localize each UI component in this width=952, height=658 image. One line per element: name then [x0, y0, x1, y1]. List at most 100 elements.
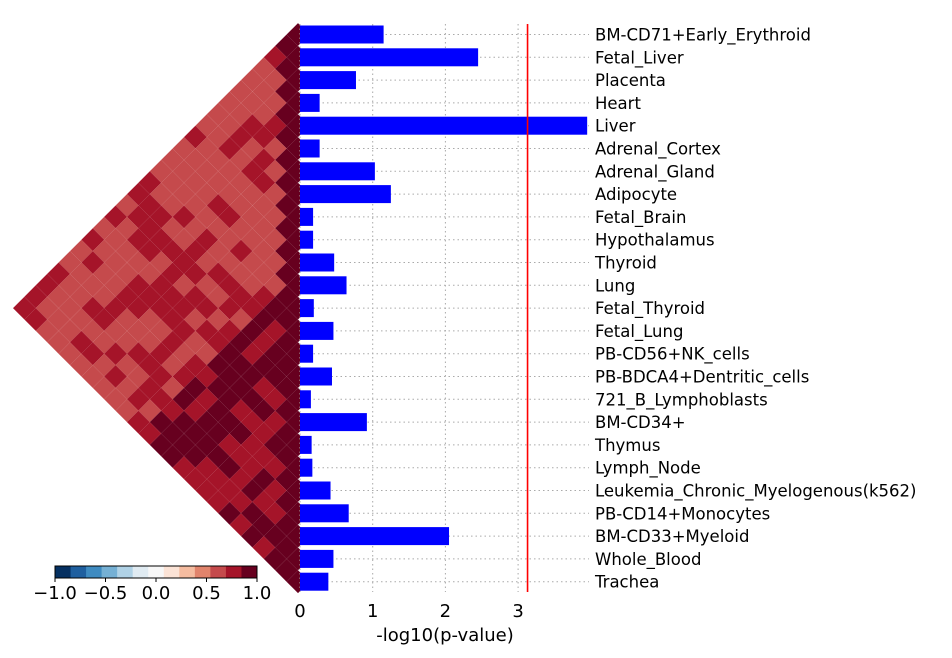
heatmap-cell [263, 410, 287, 434]
heatmap-cell [184, 148, 207, 172]
category-label: Fetal_Liver [595, 48, 684, 68]
heatmap-cell [206, 467, 230, 491]
category-label: Whole_Blood [595, 550, 701, 570]
heatmap-cell [218, 479, 241, 502]
heatmap-cell [184, 308, 207, 331]
bar [300, 93, 320, 112]
heatmap-cell [241, 114, 264, 138]
heatmap-cell [218, 205, 241, 229]
category-label: Leukemia_Chronic_Myelogenous(k562) [595, 482, 917, 502]
heatmap-cell [104, 205, 127, 229]
heatmap-cell [184, 399, 207, 423]
heatmap-cell [252, 490, 276, 514]
bar [300, 413, 367, 432]
heatmap-cell [206, 239, 230, 263]
heatmap-cell [263, 296, 287, 320]
category-label: Thyroid [594, 254, 657, 273]
bar [300, 162, 375, 181]
heatmap-cell [172, 433, 196, 457]
heatmap-cell [92, 285, 116, 309]
heatmap-cell [127, 319, 150, 343]
heatmap-cell [161, 399, 184, 423]
heatmap-cell [275, 490, 298, 514]
bar [300, 139, 320, 158]
category-label: BM-CD71+Early_Erythroid [595, 26, 811, 46]
x-axis: 0 1 2 3 [294, 601, 524, 622]
heatmap-cell [138, 399, 162, 423]
colorbar-tick-label: −1.0 [33, 583, 77, 604]
heatmap-cell [195, 114, 219, 138]
heatmap-cell [127, 228, 150, 252]
heatmap-cell [184, 239, 207, 263]
heatmap-cell [275, 399, 298, 423]
heatmap-cell [81, 342, 105, 366]
heatmap-cell [206, 353, 230, 377]
bar [300, 572, 329, 591]
heatmap-cell [263, 114, 287, 138]
heatmap-cell [241, 228, 264, 252]
heatmap-cell [104, 319, 127, 343]
heatmap-cell [218, 319, 241, 343]
colorbar-tick-label: −0.5 [84, 583, 128, 604]
heatmap-cell [263, 45, 287, 69]
heatmap-cell [138, 262, 162, 286]
heatmap-cell [206, 308, 230, 331]
heatmap-cell [115, 285, 139, 309]
heatmap-cell [195, 296, 219, 320]
heatmap-cell [138, 353, 162, 377]
category-label: PB-BDCA4+Dentritic_cells [595, 368, 809, 388]
heatmap-cell [195, 433, 219, 457]
bar [300, 481, 331, 500]
heatmap-cell [81, 228, 105, 252]
heatmap-cell [218, 433, 241, 457]
heatmap-cell [70, 262, 93, 286]
category-label: 721_B_Lymphoblasts [595, 390, 768, 410]
heatmap-cell [172, 296, 196, 320]
heatmap-cell [252, 399, 276, 423]
heatmap-cell [172, 251, 196, 274]
heatmap-cell [252, 262, 276, 286]
heatmap-cell [58, 251, 82, 274]
heatmap-cell [252, 80, 276, 103]
bar [300, 185, 391, 204]
heatmap-cell [263, 342, 287, 366]
heatmap-cell [104, 273, 127, 297]
heatmap-cell [104, 365, 127, 388]
heatmap-cell [218, 365, 241, 388]
heatmap-cell [218, 228, 241, 252]
heatmap-cell [127, 296, 150, 320]
category-label: Fetal_Brain [595, 208, 686, 228]
heatmap-cell [263, 68, 287, 92]
heatmap-cell [24, 285, 48, 309]
heatmap-cell [161, 422, 184, 445]
heatmap-cell [252, 376, 276, 400]
heatmap-cell [286, 137, 310, 160]
heatmap-cell [70, 239, 93, 263]
heatmap-cell [92, 353, 116, 377]
colorbar-segment [179, 566, 196, 578]
heatmap-cell [275, 285, 298, 309]
heatmap-cell [218, 296, 241, 320]
colorbar-segment [163, 566, 180, 578]
category-label: Fetal_Lung [595, 322, 683, 342]
bar [300, 321, 334, 340]
bar [300, 527, 450, 546]
heatmap-cell [184, 262, 207, 286]
heatmap-cell [286, 182, 310, 206]
heatmap-cell [138, 422, 162, 445]
heatmap-cell [275, 239, 298, 263]
heatmap-cell [263, 205, 287, 229]
heatmap-cell [81, 251, 105, 274]
heatmap-cell [184, 171, 207, 195]
heatmap-cell [229, 285, 253, 309]
heatmap-cell [275, 262, 298, 286]
heatmap-cell [81, 296, 105, 320]
heatmap-cell [149, 410, 173, 434]
heatmap-cell [229, 376, 253, 400]
category-label: Adrenal_Cortex [595, 140, 721, 160]
heatmap-cell [275, 125, 298, 149]
heatmap-cell [275, 216, 298, 240]
heatmap-cell [275, 467, 298, 491]
heatmap-cell [229, 171, 253, 195]
